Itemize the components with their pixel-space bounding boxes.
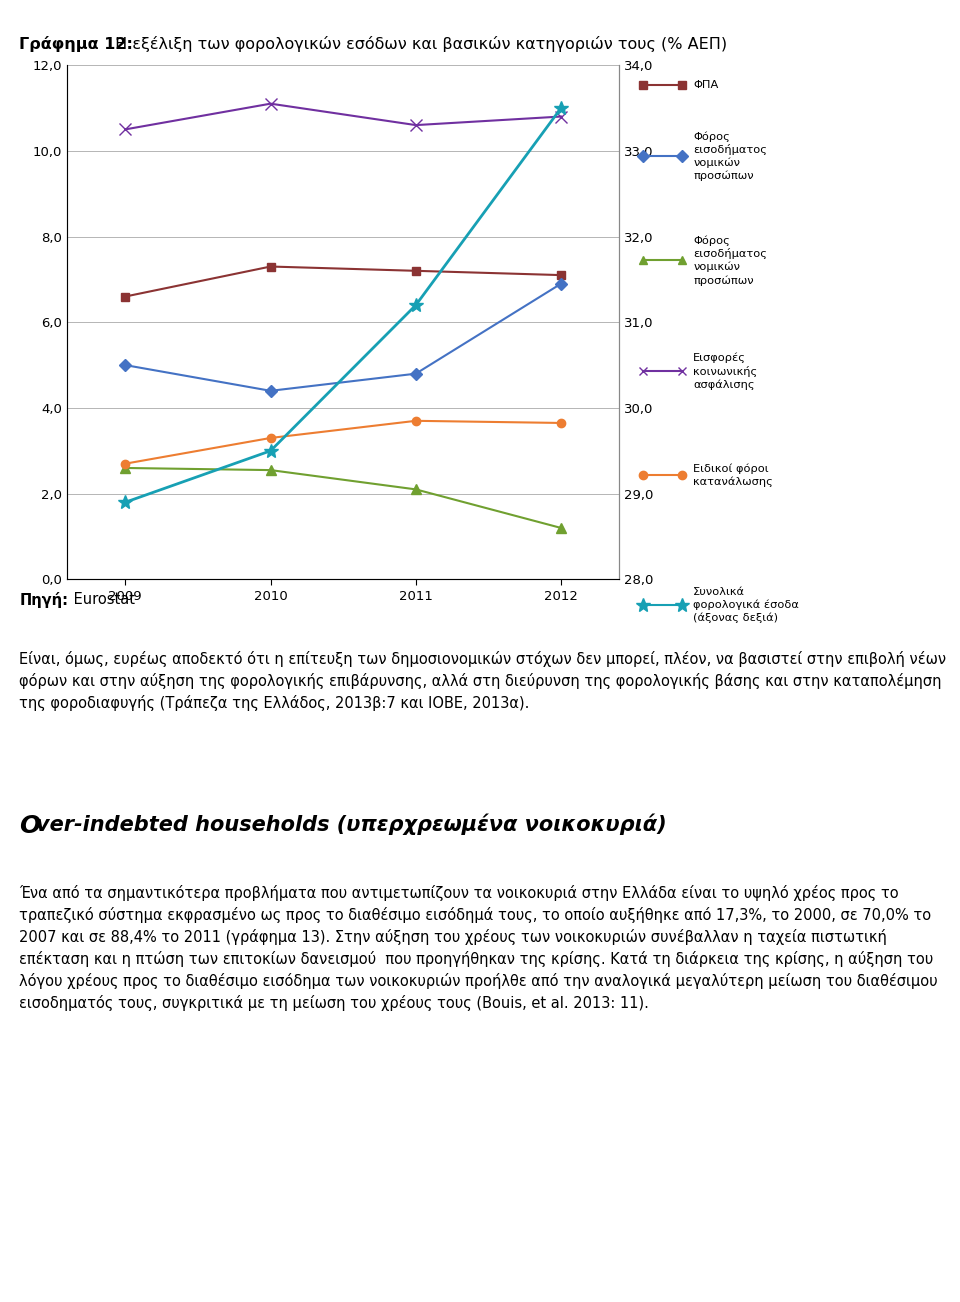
- Text: Είναι, όμως, ευρέως αποδεκτό ότι η επίτευξη των δημοσιονομικών στόχων δεν μπορεί: Είναι, όμως, ευρέως αποδεκτό ότι η επίτε…: [19, 651, 947, 711]
- Text: Ειδικοί φόροι
κατανάλωσης: Ειδικοί φόροι κατανάλωσης: [693, 464, 773, 487]
- Text: Η εξέλιξη των φορολογικών εσόδων και βασικών κατηγοριών τους (% ΑΕΠ): Η εξέλιξη των φορολογικών εσόδων και βασ…: [110, 36, 728, 52]
- Text: Συνολικά
φορολογικά έσοδα
(άξονας δεξιά): Συνολικά φορολογικά έσοδα (άξονας δεξιά): [693, 587, 799, 624]
- Text: Πηγή:: Πηγή:: [19, 592, 68, 608]
- Text: ΦΠΑ: ΦΠΑ: [693, 79, 718, 90]
- Text: Γράφημα 12:: Γράφημα 12:: [19, 36, 133, 52]
- Text: Φόρος
εισοδήματος
νομικών
προσώπων: Φόρος εισοδήματος νομικών προσώπων: [693, 236, 767, 285]
- Text: Φόρος
εισοδήματος
νομικών
προσώπων: Φόρος εισοδήματος νομικών προσώπων: [693, 132, 767, 181]
- Text: Εισφορές
κοινωνικής
ασφάλισης: Εισφορές κοινωνικής ασφάλισης: [693, 353, 757, 389]
- Text: O: O: [19, 814, 40, 837]
- Text: ver-indebted households (υπερχρεωμένα νοικοκυριά): ver-indebted households (υπερχρεωμένα νο…: [36, 814, 667, 836]
- Text: Eurostat: Eurostat: [69, 592, 135, 608]
- Text: Ένα από τα σημαντικότερα προβλήματα που αντιμετωπίζουν τα νοικοκυριά στην Ελλάδα: Ένα από τα σημαντικότερα προβλήματα που …: [19, 885, 938, 1010]
